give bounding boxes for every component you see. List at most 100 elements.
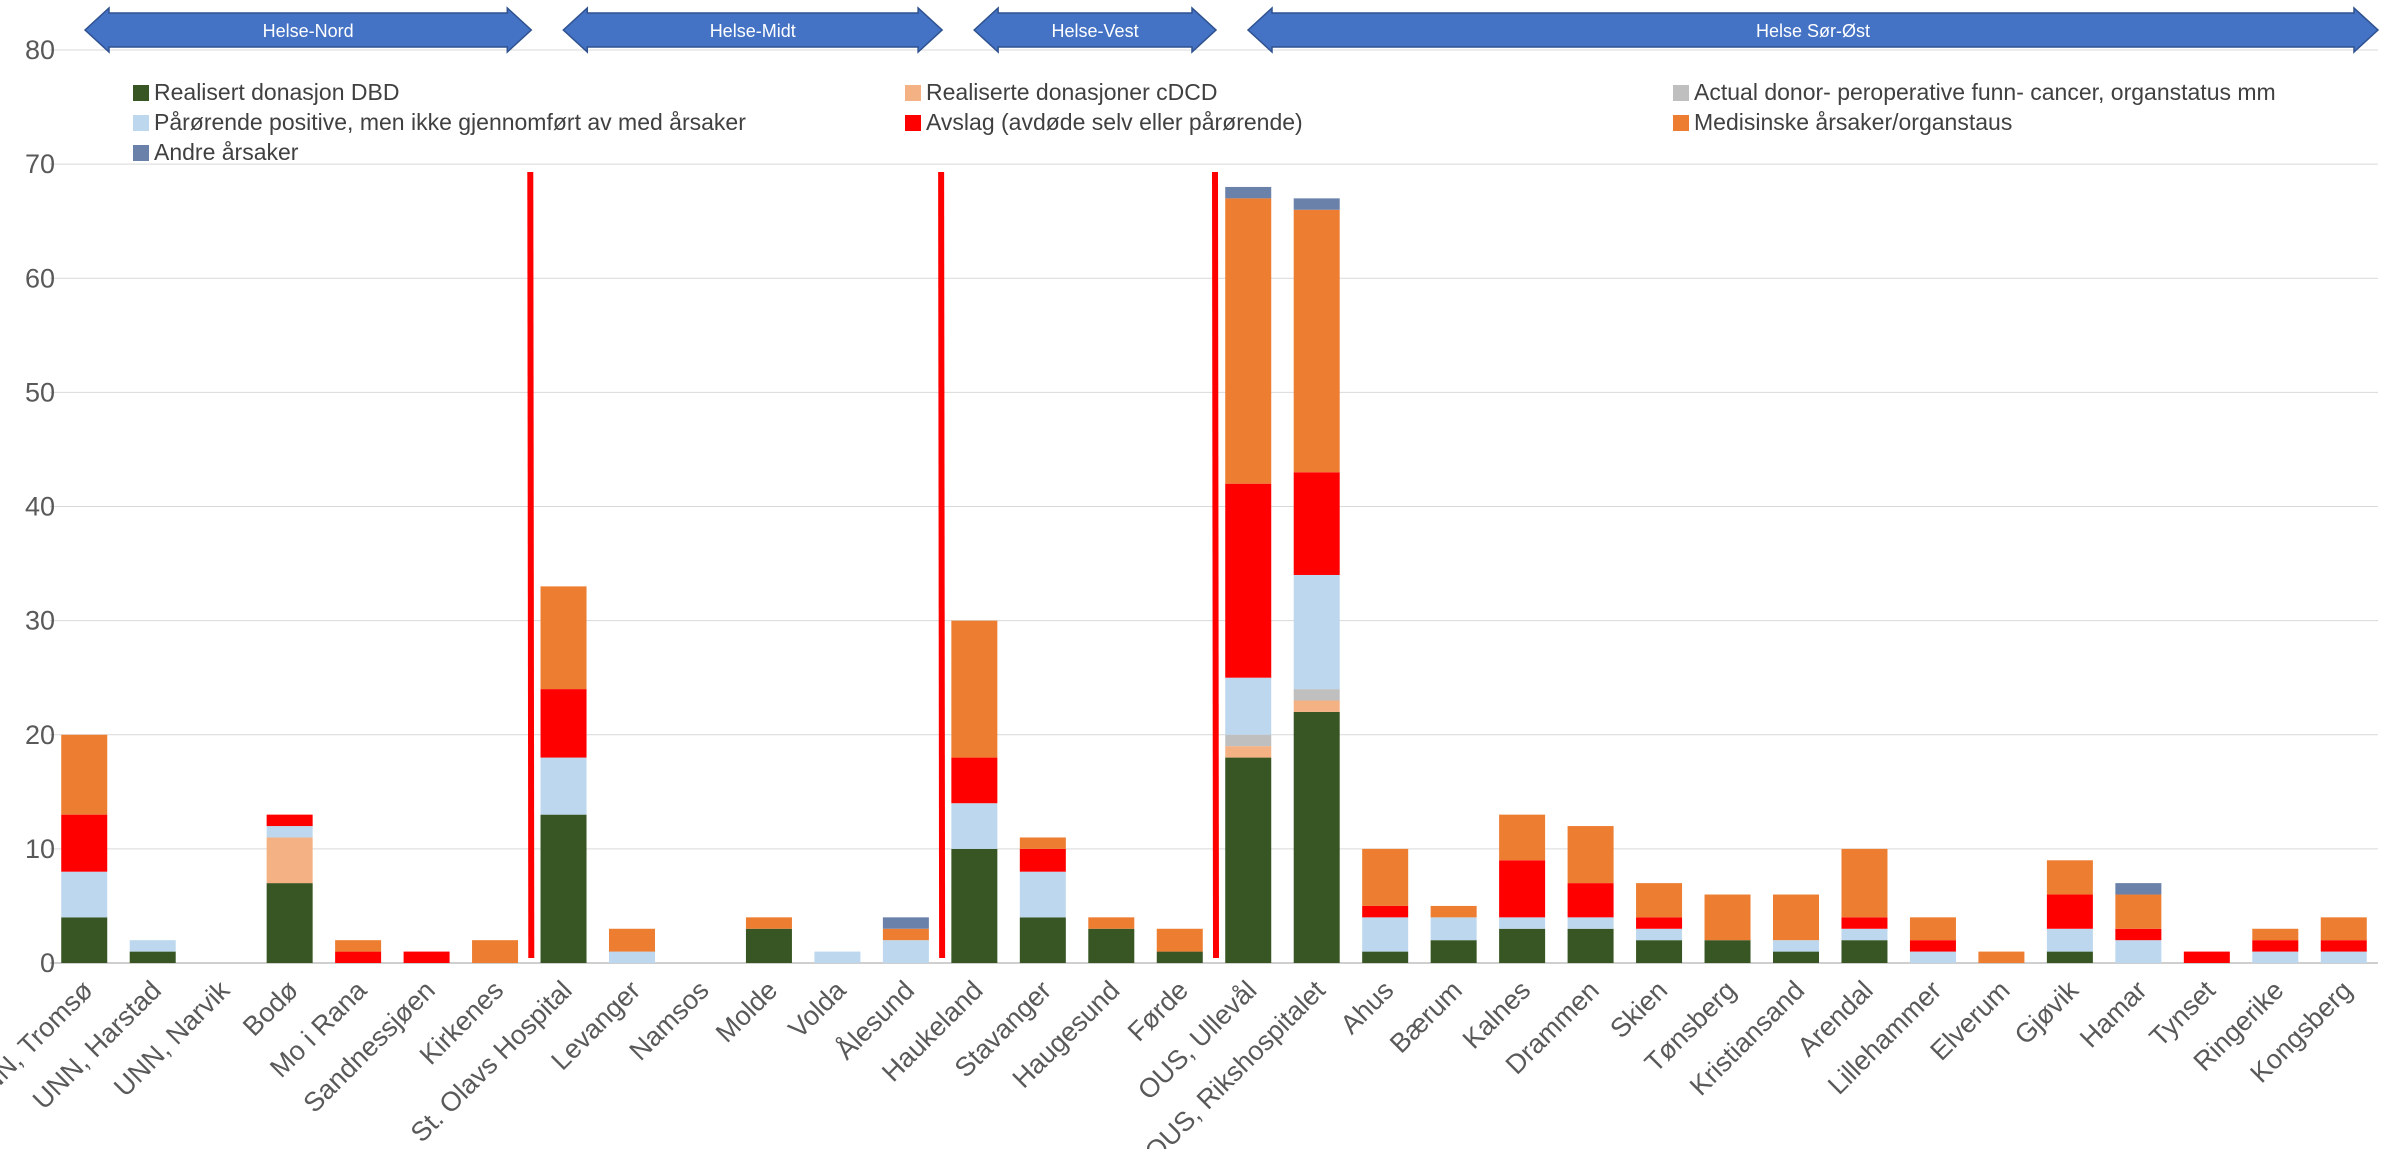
region-label: Helse Sør-Øst — [1756, 21, 1870, 41]
bar-stack-unn-tromso — [61, 734, 108, 963]
legend-label: Actual donor- peroperative funn- cancer,… — [1694, 79, 2276, 105]
bar-segment-avslag-avdode-selv-eller-parorende — [1909, 940, 1956, 952]
bar-segment-avslag-avdode-selv-eller-parorende — [266, 814, 313, 827]
legend-swatch — [905, 85, 921, 101]
bar-segment-medisinske-arsaker-organstaus — [1088, 917, 1135, 929]
bar-stack-ous-rikshospitalet — [1293, 198, 1340, 963]
double-arrow-shape — [1246, 6, 2380, 54]
bar-segment-realisert-donasjon-dbd — [745, 928, 792, 963]
bar-stack-lillehammer — [1909, 917, 1956, 963]
region-separator-line — [1212, 171, 1219, 959]
bar-stack-drammen — [1567, 826, 1614, 963]
bar-stack-kristiansand — [1773, 894, 1819, 963]
y-tick-label: 20 — [25, 720, 55, 750]
bar-stack-volda — [814, 951, 861, 963]
y-tick-label: 50 — [25, 377, 55, 407]
legend-swatch — [1673, 85, 1689, 101]
bar-segment-avslag-avdode-selv-eller-parorende — [951, 757, 998, 804]
bar-segment-medisinske-arsaker-organstaus — [1499, 814, 1546, 861]
bars — [61, 186, 2367, 963]
region-separator-line — [527, 171, 535, 959]
bar-segment-parorende-positive-men-ikke-gjennomfort-av-med-arsaker — [540, 757, 587, 815]
bar-segment-avslag-avdode-selv-eller-parorende — [335, 951, 382, 963]
bar-segment-realisert-donasjon-dbd — [1156, 951, 1203, 963]
bar-segment-realisert-donasjon-dbd — [1773, 951, 1819, 963]
bar-segment-realisert-donasjon-dbd — [1088, 928, 1135, 963]
bar-segment-parorende-positive-men-ikke-gjennomfort-av-med-arsaker — [882, 940, 929, 963]
legend-item-realiserte-donasjoner-cdcd: Realiserte donasjoner cDCD — [905, 79, 1217, 105]
x-tick-label: OUS, Ullevål — [1132, 975, 1262, 1105]
bar-segment-medisinske-arsaker-organstaus — [2320, 917, 2367, 941]
bar-stack-elverum — [1978, 951, 2025, 963]
bar-segment-medisinske-arsaker-organstaus — [2252, 928, 2299, 941]
bar-stack-gjovik — [2046, 860, 2093, 963]
bar-segment-realisert-donasjon-dbd — [61, 917, 108, 963]
double-arrow-shape — [973, 6, 1218, 54]
bar-segment-parorende-positive-men-ikke-gjennomfort-av-med-arsaker — [1909, 951, 1956, 963]
bar-segment-medisinske-arsaker-organstaus — [2046, 860, 2093, 895]
y-tick-label: 10 — [25, 834, 55, 864]
bar-segment-parorende-positive-men-ikke-gjennomfort-av-med-arsaker — [1636, 928, 1683, 941]
bar-stack-haukeland — [951, 620, 998, 963]
bar-segment-avslag-avdode-selv-eller-parorende — [2115, 928, 2162, 941]
bar-segment-avslag-avdode-selv-eller-parorende — [61, 814, 108, 872]
bar-segment-medisinske-arsaker-organstaus — [1841, 848, 1888, 918]
legend-item-realisert-donasjon-dbd: Realisert donasjon DBD — [133, 79, 399, 105]
y-tick-label: 40 — [25, 492, 55, 522]
bar-segment-medisinske-arsaker-organstaus — [882, 928, 929, 941]
bar-segment-medisinske-arsaker-organstaus — [2115, 894, 2162, 929]
bar-segment-medisinske-arsaker-organstaus — [1909, 917, 1956, 941]
legend-label: Realisert donasjon DBD — [154, 79, 399, 105]
legend-label: Realiserte donasjoner cDCD — [926, 79, 1217, 105]
bar-segment-medisinske-arsaker-organstaus — [745, 917, 792, 929]
bar-segment-realiserte-donasjoner-cdcd — [1225, 746, 1272, 758]
y-tick-label: 60 — [25, 263, 55, 293]
bar-stack-kongsberg — [2320, 917, 2367, 963]
bar-segment-avslag-avdode-selv-eller-parorende — [2046, 894, 2093, 929]
bar-stack-unn-harstad — [129, 940, 176, 963]
bar-segment-medisinske-arsaker-organstaus — [540, 586, 587, 690]
y-tick-label: 30 — [25, 606, 55, 636]
bar-segment-realisert-donasjon-dbd — [1636, 940, 1683, 963]
y-tick-label: 80 — [25, 35, 55, 65]
bar-segment-medisinske-arsaker-organstaus — [335, 940, 382, 952]
bar-segment-medisinske-arsaker-organstaus — [1978, 951, 2025, 963]
bar-segment-realisert-donasjon-dbd — [1430, 940, 1477, 963]
bar-segment-parorende-positive-men-ikke-gjennomfort-av-med-arsaker — [951, 803, 998, 849]
bar-segment-realisert-donasjon-dbd — [540, 814, 587, 963]
region-arrow-helse-midt: Helse-Midt — [562, 6, 944, 54]
bar-segment-avslag-avdode-selv-eller-parorende — [1293, 472, 1340, 575]
bar-segment-medisinske-arsaker-organstaus — [1019, 837, 1066, 849]
bar-stack-ringerike — [2252, 928, 2299, 963]
double-arrow-shape — [562, 6, 944, 54]
bar-segment-parorende-positive-men-ikke-gjennomfort-av-med-arsaker — [814, 951, 861, 963]
bar-segment-realisert-donasjon-dbd — [1567, 928, 1614, 963]
bar-segment-medisinske-arsaker-organstaus — [609, 928, 655, 952]
bar-segment-andre-arsaker — [882, 917, 929, 929]
bar-segment-medisinske-arsaker-organstaus — [1225, 198, 1272, 484]
bar-segment-medisinske-arsaker-organstaus — [1362, 848, 1409, 906]
bar-segment-medisinske-arsaker-organstaus — [61, 734, 108, 815]
region-arrow-helse-nord: Helse-Nord — [83, 6, 533, 54]
region-arrow-helse-sor-ost: Helse Sør-Øst — [1246, 6, 2380, 54]
region-label: Helse-Vest — [1052, 21, 1139, 41]
bar-stack-molde — [745, 917, 792, 963]
bar-stack-haugesund — [1088, 917, 1135, 963]
bar-stack-tonsberg — [1704, 894, 1751, 963]
legend-label: Pårørende positive, men ikke gjennomført… — [154, 109, 746, 135]
legend-item-avslag-avdode-selv-eller-parorende: Avslag (avdøde selv eller pårørende) — [905, 109, 1303, 135]
bar-segment-avslag-avdode-selv-eller-parorende — [2183, 951, 2230, 963]
legend-swatch — [133, 85, 149, 101]
x-tick-label: Gjøvik — [2009, 975, 2085, 1051]
bar-segment-avslag-avdode-selv-eller-parorende — [1499, 860, 1546, 918]
x-tick-label: Ahus — [1335, 975, 1400, 1040]
bar-stack-sandnessjoen — [403, 951, 450, 963]
region-arrows: Helse-Nord Helse-Midt Helse-Vest Helse Sør-… — [83, 6, 2380, 54]
legend-swatch — [905, 115, 921, 131]
y-tick-label: 0 — [40, 948, 55, 978]
bar-segment-parorende-positive-men-ikke-gjennomfort-av-med-arsaker — [2252, 951, 2299, 963]
bar-stack-baerum — [1430, 905, 1477, 963]
legend-item-actual-donor-peroperative-funn-cancer-organstatus-mm: Actual donor- peroperative funn- cancer,… — [1673, 79, 2276, 105]
bar-segment-realisert-donasjon-dbd — [1841, 940, 1888, 963]
bar-stack-arendal — [1841, 848, 1888, 963]
